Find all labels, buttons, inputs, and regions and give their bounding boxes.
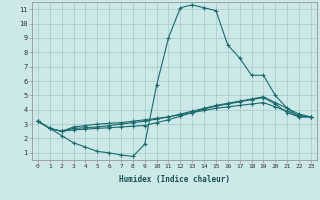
X-axis label: Humidex (Indice chaleur): Humidex (Indice chaleur) <box>119 175 230 184</box>
